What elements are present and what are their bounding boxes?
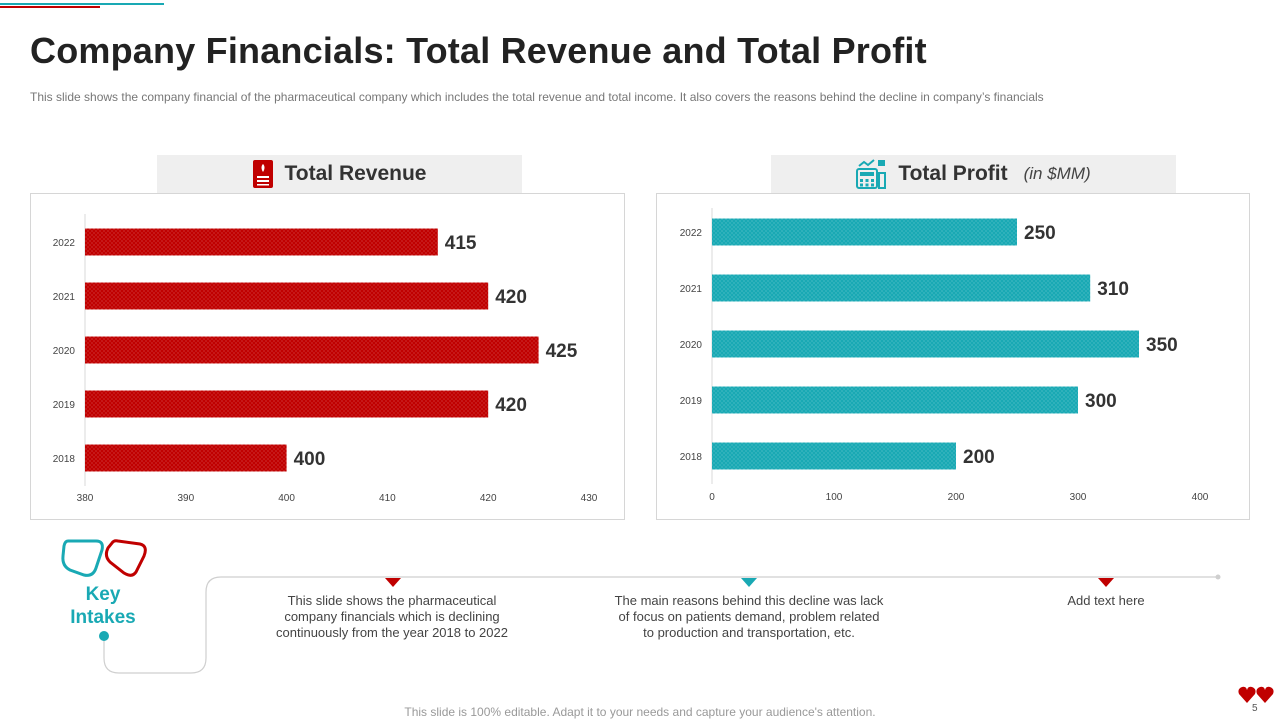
pills-icon — [61, 539, 147, 577]
profit-bar-2019 — [712, 386, 1078, 414]
revenue-data-label-2020: 425 — [546, 341, 578, 362]
profit-chart-title: Total Profit — [898, 162, 1008, 185]
top-accent-teal — [0, 3, 164, 5]
profit-x-tick-300: 300 — [1070, 492, 1087, 503]
revenue-x-tick-430: 430 — [581, 493, 598, 504]
revenue-x-tick-400: 400 — [278, 493, 295, 504]
timeline-marker-2 — [741, 578, 757, 587]
revenue-data-label-2021: 420 — [495, 287, 527, 308]
revenue-chart-header: Total Revenue — [157, 155, 522, 193]
profit-data-label-2020: 350 — [1146, 335, 1178, 356]
page-title: Company Financials: Total Revenue and To… — [30, 30, 927, 71]
profit-chart-header: Total Profit (in $MM) — [771, 155, 1176, 193]
profit-data-label-2019: 300 — [1085, 391, 1117, 412]
key-intakes-label: Key Intakes — [58, 583, 148, 629]
revenue-data-label-2019: 420 — [495, 395, 527, 416]
revenue-category-label-2022: 2022 — [53, 238, 76, 249]
profit-category-label-2020: 2020 — [680, 340, 703, 351]
profit-chart-svg: 250 2022 310 2021 350 2020 300 2019 200 2018 0 100 2… — [680, 208, 1209, 503]
key-intakes-line1: Key — [85, 584, 121, 605]
timeline-start-dot — [99, 631, 109, 641]
profit-data-label-2021: 310 — [1097, 279, 1129, 300]
profit-category-label-2022: 2022 — [680, 228, 703, 239]
footer-note: This slide is 100% editable. Adapt it to… — [404, 705, 876, 719]
revenue-bar-2021 — [85, 282, 489, 310]
key-intakes-line2: Intakes — [70, 607, 136, 628]
revenue-x-tick-410: 410 — [379, 493, 396, 504]
profit-x-tick-0: 0 — [709, 492, 715, 503]
top-accent-red — [0, 6, 100, 8]
document-icon — [252, 160, 273, 188]
intake-text-1: This slide shows the pharmaceutical comp… — [276, 593, 508, 640]
timeline-marker-1 — [385, 578, 401, 587]
revenue-category-label-2021: 2021 — [53, 292, 76, 303]
revenue-bar-2020 — [85, 336, 539, 364]
profit-data-label-2018: 200 — [963, 447, 995, 468]
profit-bar-2018 — [712, 442, 956, 470]
revenue-x-tick-390: 390 — [177, 493, 194, 504]
profit-chart-unit: (in $MM) — [1023, 164, 1091, 183]
revenue-x-tick-420: 420 — [480, 493, 497, 504]
profit-x-tick-400: 400 — [1192, 492, 1209, 503]
revenue-data-label-2022: 415 — [445, 233, 477, 254]
calculator-chart-icon — [856, 159, 887, 189]
hearts-logo-icon — [1238, 686, 1274, 703]
revenue-chart-svg: 415 2022 420 2021 425 2020 420 2019 400 2018 380 39… — [53, 214, 598, 504]
profit-bar-2020 — [712, 330, 1139, 358]
revenue-bar-2018 — [85, 444, 287, 472]
revenue-bar-2022 — [85, 228, 438, 256]
revenue-data-label-2018: 400 — [294, 449, 326, 470]
revenue-category-label-2019: 2019 — [53, 400, 76, 411]
profit-category-label-2021: 2021 — [680, 284, 703, 295]
profit-bar-2021 — [712, 274, 1091, 302]
revenue-x-tick-380: 380 — [77, 493, 94, 504]
revenue-chart-title: Total Revenue — [284, 162, 427, 185]
revenue-category-label-2018: 2018 — [53, 454, 76, 465]
profit-chart: 250 2022 310 2021 350 2020 300 2019 200 2018 0 100 2… — [656, 193, 1250, 520]
profit-x-tick-100: 100 — [826, 492, 843, 503]
page-subtitle: This slide shows the company financial o… — [30, 90, 1044, 104]
intake-text-2: The main reasons behind this decline was… — [614, 593, 884, 640]
profit-x-tick-200: 200 — [948, 492, 965, 503]
timeline-marker-3 — [1098, 578, 1114, 587]
profit-category-label-2018: 2018 — [680, 452, 703, 463]
revenue-category-label-2020: 2020 — [53, 346, 76, 357]
profit-category-label-2019: 2019 — [680, 396, 703, 407]
revenue-chart: 415 2022 420 2021 425 2020 420 2019 400 2018 380 39… — [30, 193, 625, 520]
page-number: 5 — [1252, 703, 1258, 714]
intake-text-3: Add text here — [1067, 593, 1145, 608]
profit-bar-2022 — [712, 218, 1017, 246]
timeline-end-dot — [1215, 574, 1221, 580]
profit-data-label-2022: 250 — [1024, 223, 1056, 244]
revenue-bar-2019 — [85, 390, 489, 418]
